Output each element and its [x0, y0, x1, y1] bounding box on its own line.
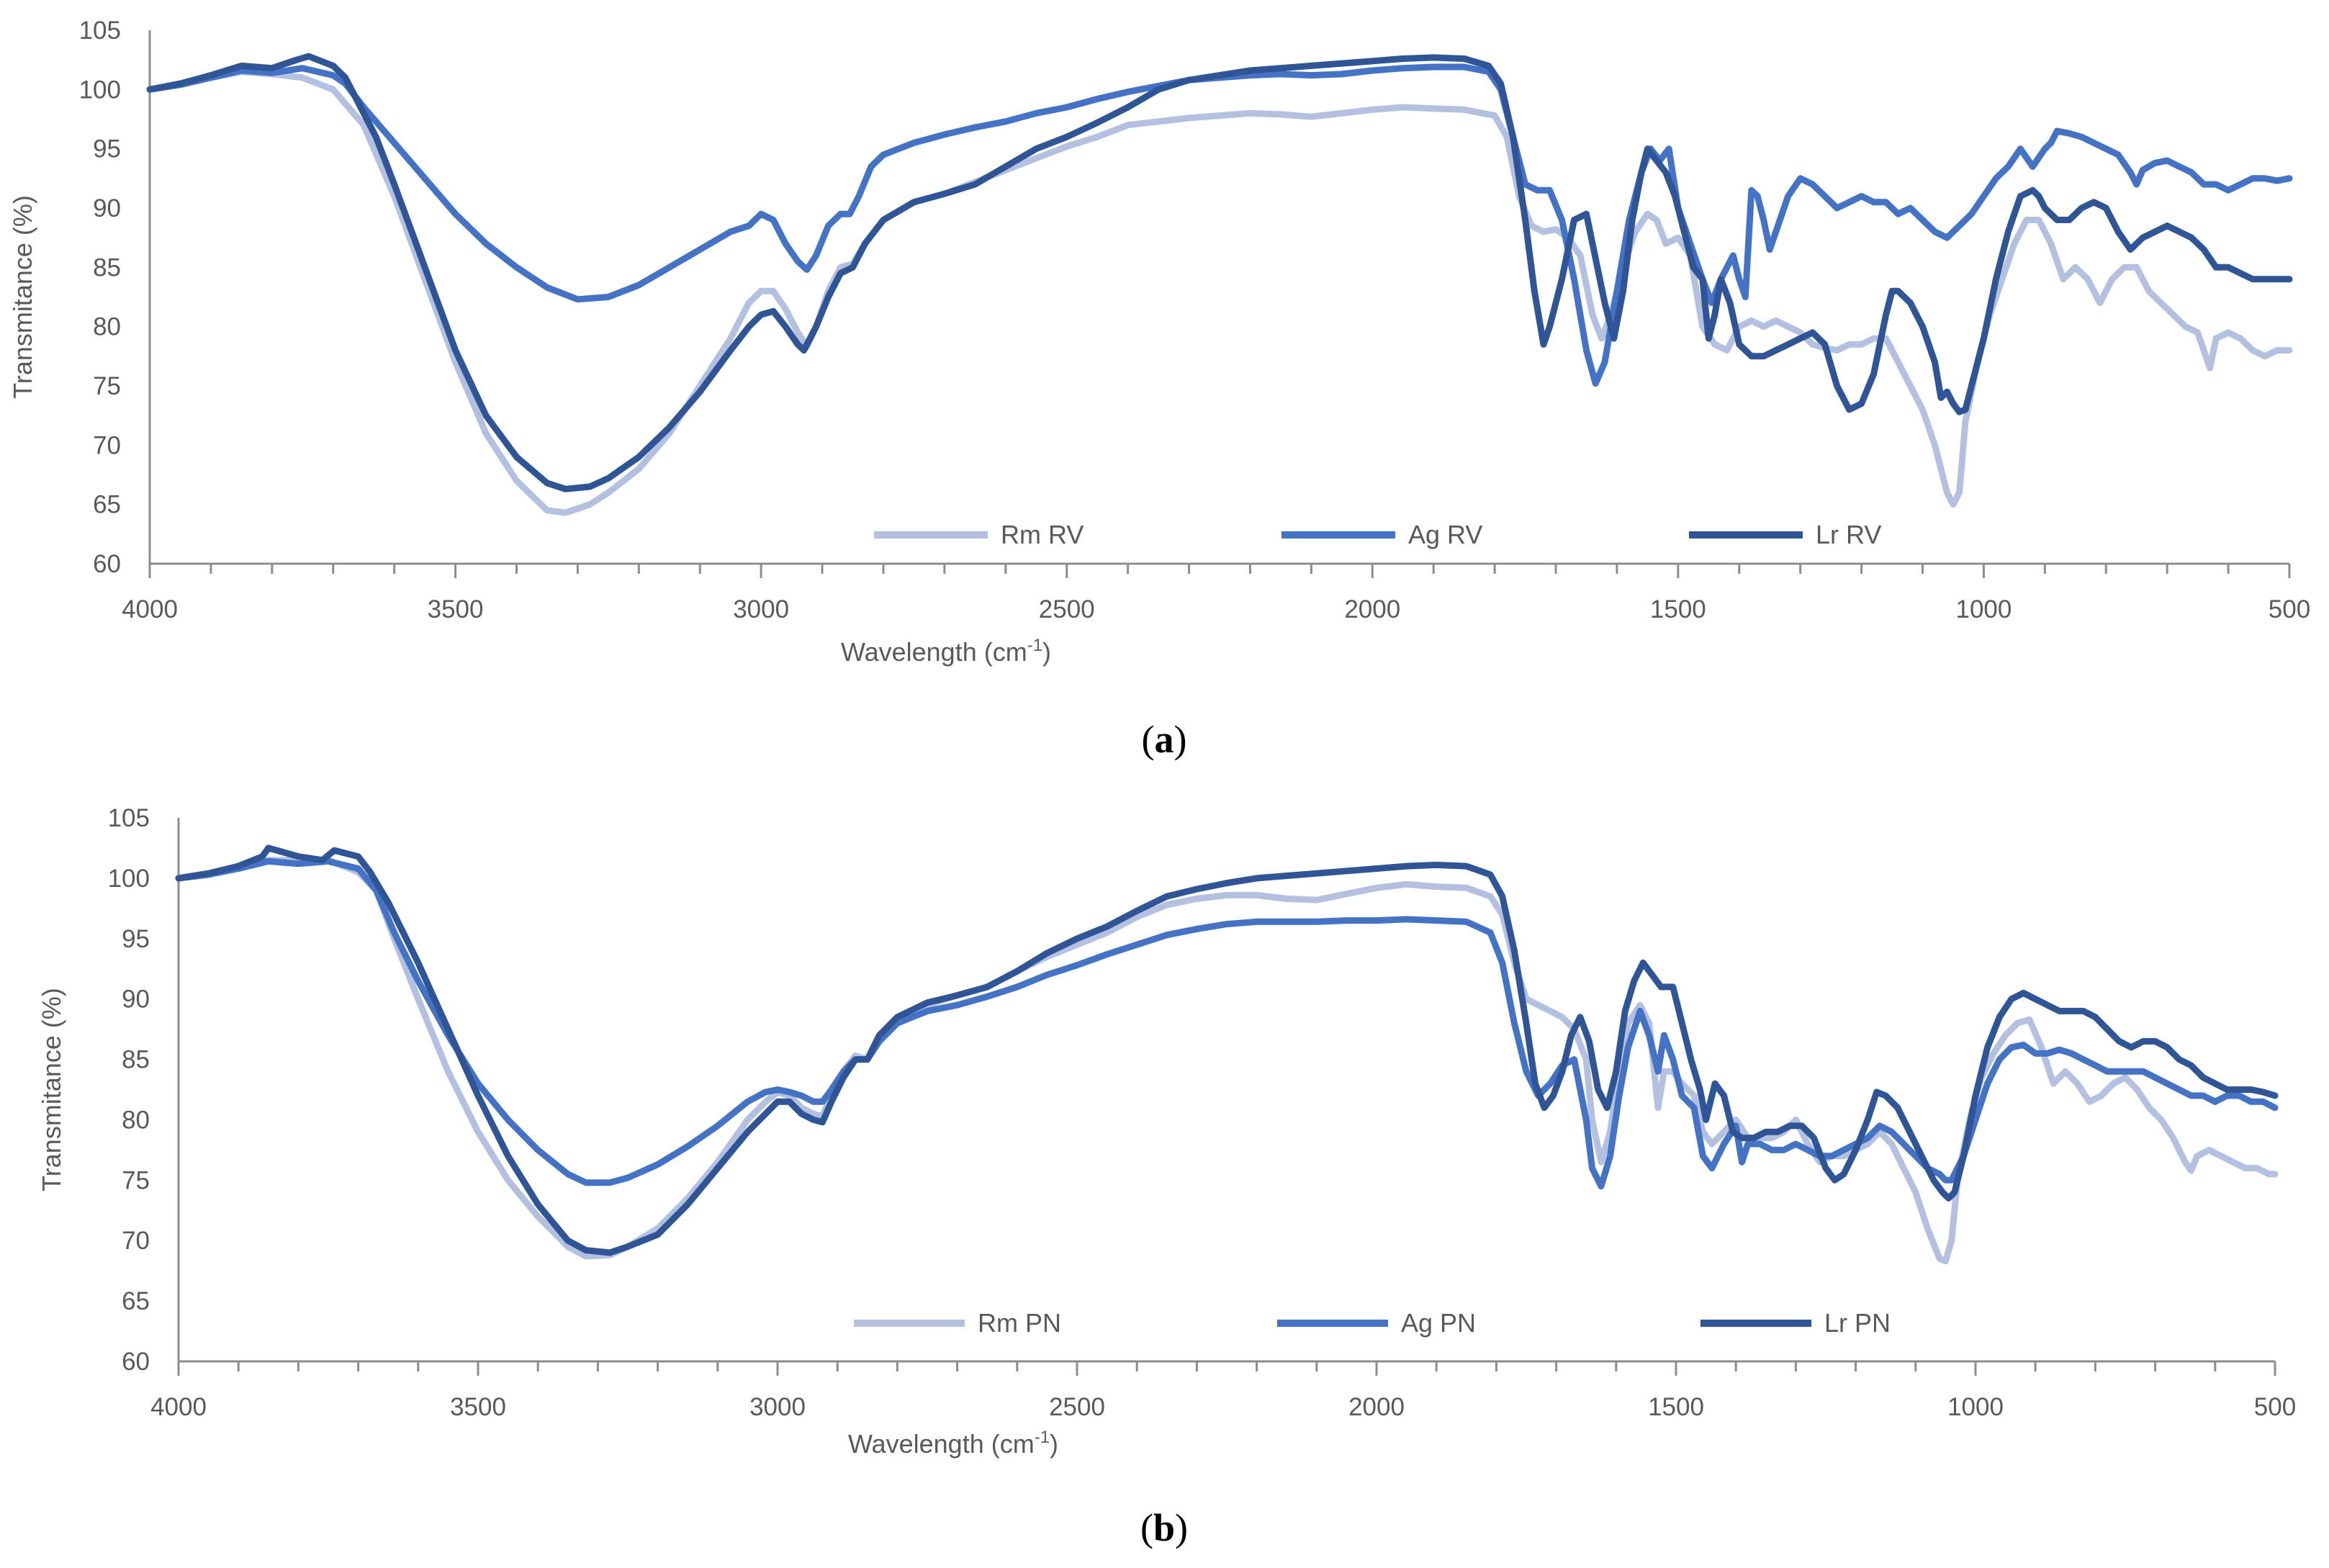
- y-tick-label: 80: [122, 1106, 150, 1134]
- y-tick-label: 95: [93, 135, 121, 163]
- y-tick-label: 60: [122, 1348, 150, 1376]
- x-tick-label: 500: [2254, 1393, 2296, 1421]
- x-tick-label: 1500: [1650, 595, 1706, 623]
- x-tick-label: 1500: [1648, 1393, 1704, 1421]
- x-tick-label: 4000: [150, 1393, 207, 1421]
- y-tick-label: 85: [93, 253, 121, 281]
- x-tick-label: 2000: [1348, 1393, 1405, 1421]
- legend-label: Lr RV: [1816, 520, 1881, 549]
- x-tick-label: 500: [2269, 595, 2310, 623]
- y-tick-label: 75: [122, 1166, 150, 1194]
- x-tick-label: 4000: [122, 595, 178, 623]
- series-line-rm-pn: [175, 857, 2279, 1265]
- y-tick-label: 90: [93, 194, 121, 222]
- x-tick-label: 2000: [1344, 595, 1400, 623]
- legend-label: Ag PN: [1401, 1308, 1476, 1338]
- x-axis-title: Wavelength (cm-1): [848, 1428, 1058, 1459]
- y-tick-label: 70: [93, 431, 121, 459]
- y-tick-label: 85: [122, 1046, 150, 1074]
- chart-panel-a: 4000 3500 3000 2500 2000 1500 1000 500 60 65 70 75 8…: [8, 17, 2310, 761]
- y-axis-title: Transmitance (%): [37, 988, 66, 1191]
- y-axis-title: Transmitance (%): [8, 195, 37, 399]
- y-tick-label: 65: [93, 491, 121, 519]
- x-tick-label: 2500: [1039, 595, 1095, 623]
- y-tick-label: 95: [122, 925, 150, 953]
- panel-caption: (b): [1140, 1506, 1188, 1549]
- x-tick-label: 1000: [1947, 1393, 2004, 1421]
- x-tick-label: 3000: [749, 1393, 806, 1421]
- legend-label: Rm RV: [1001, 520, 1084, 549]
- series-line-rm-rv: [146, 68, 2293, 516]
- x-tick-label: 1000: [1955, 595, 2012, 623]
- series-line-lr-pn: [175, 844, 2279, 1256]
- panel-caption: (a): [1142, 718, 1187, 761]
- x-tick-label: 3500: [428, 595, 484, 623]
- legend-label: Lr PN: [1824, 1308, 1891, 1338]
- y-tick-label: 65: [122, 1287, 150, 1315]
- chart-panel-b: 4000 3500 3000 2500 2000 1500 1000 500 60 65 70 75 8…: [37, 804, 2296, 1549]
- y-tick-label: 75: [93, 372, 121, 400]
- y-tick-label: 70: [122, 1227, 150, 1255]
- y-tick-label: 80: [93, 313, 121, 341]
- y-tick-label: 105: [79, 17, 121, 45]
- x-tick-label: 3500: [450, 1393, 506, 1421]
- series-line-ag-rv: [146, 63, 2293, 387]
- series-line-ag-pn: [175, 857, 2279, 1190]
- y-tick-label: 105: [108, 804, 150, 832]
- x-tick-label: 2500: [1049, 1393, 1105, 1421]
- x-tick-label: 3000: [733, 595, 789, 623]
- series-line-lr-rv: [146, 53, 2293, 492]
- y-tick-label: 100: [79, 76, 121, 104]
- legend-label: Rm PN: [978, 1308, 1061, 1338]
- y-tick-label: 60: [93, 550, 121, 578]
- y-tick-label: 100: [108, 865, 150, 893]
- y-tick-label: 90: [122, 986, 150, 1014]
- x-axis-title: Wavelength (cm-1): [841, 636, 1051, 667]
- legend-label: Ag RV: [1408, 520, 1482, 549]
